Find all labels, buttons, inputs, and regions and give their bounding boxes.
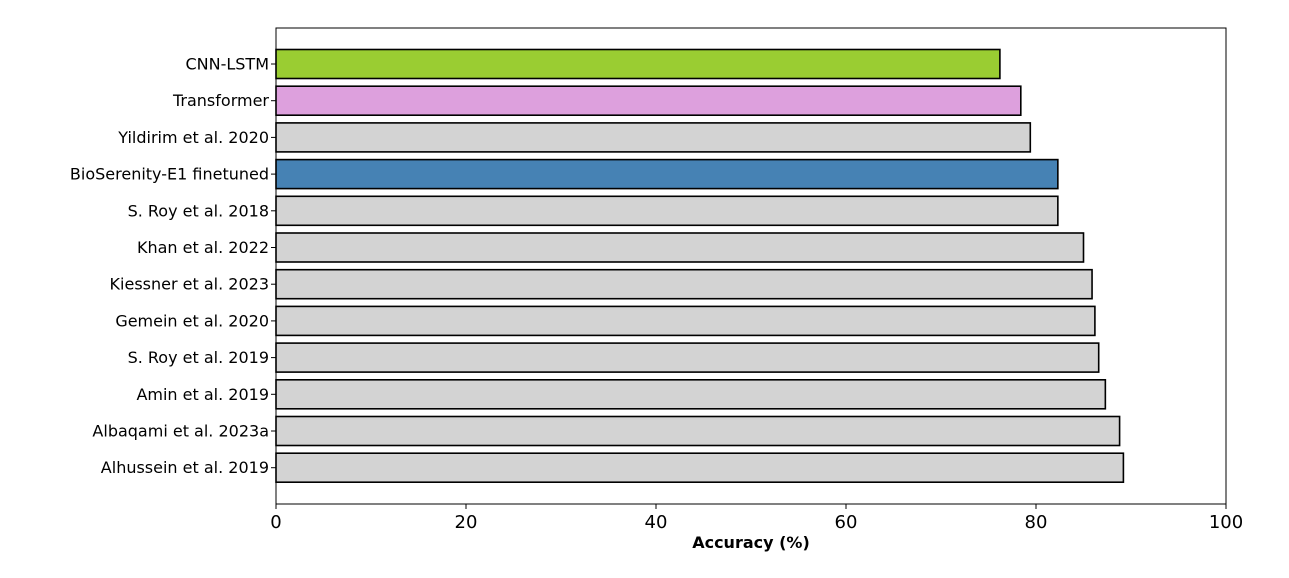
bar-11 bbox=[275, 452, 1125, 484]
category-label-2: Yildirim et al. 2020 bbox=[117, 128, 269, 147]
x-tick-label-5: 100 bbox=[1209, 512, 1243, 533]
x-tick-label-4: 80 bbox=[1025, 512, 1048, 533]
bar-3 bbox=[275, 158, 1059, 190]
category-labels: CNN-LSTM Transformer Yildirim et al. 2020 B… bbox=[70, 55, 276, 477]
x-tick-label-1: 20 bbox=[455, 512, 478, 533]
category-label-5: Khan et al. 2022 bbox=[137, 238, 269, 257]
category-label-9: Amin et al. 2019 bbox=[136, 385, 269, 404]
category-label-3: BioSerenity-E1 finetuned bbox=[70, 165, 269, 184]
category-label-4: S. Roy et al. 2018 bbox=[128, 201, 269, 220]
bar-9 bbox=[275, 378, 1107, 410]
bar-5 bbox=[275, 232, 1085, 263]
bar-2 bbox=[275, 122, 1032, 153]
category-label-0: CNN-LSTM bbox=[185, 55, 269, 74]
category-label-6: Kiessner et al. 2023 bbox=[110, 275, 269, 294]
bars-layer bbox=[275, 48, 1125, 484]
bar-10 bbox=[275, 415, 1121, 447]
plot-frame bbox=[275, 27, 1227, 505]
category-label-11: Alhussein et al. 2019 bbox=[101, 458, 269, 477]
bar-7 bbox=[275, 305, 1096, 337]
category-label-7: Gemein et al. 2020 bbox=[115, 311, 269, 330]
bar-8 bbox=[275, 342, 1100, 373]
x-axis-title: Accuracy (%) bbox=[692, 533, 810, 552]
category-label-10: Albaqami et al. 2023a bbox=[92, 422, 269, 441]
category-label-1: Transformer bbox=[172, 91, 269, 110]
x-tick-label-2: 40 bbox=[645, 512, 668, 533]
category-label-8: S. Roy et al. 2019 bbox=[128, 348, 269, 367]
bar-6 bbox=[275, 268, 1093, 300]
bar-0 bbox=[275, 48, 1001, 80]
bar-4 bbox=[275, 195, 1059, 227]
bar-1 bbox=[275, 85, 1022, 116]
x-axis-ticks: 0 20 40 60 80 100 bbox=[270, 504, 1243, 533]
x-tick-label-0: 0 bbox=[270, 512, 281, 533]
x-tick-label-3: 60 bbox=[835, 512, 858, 533]
